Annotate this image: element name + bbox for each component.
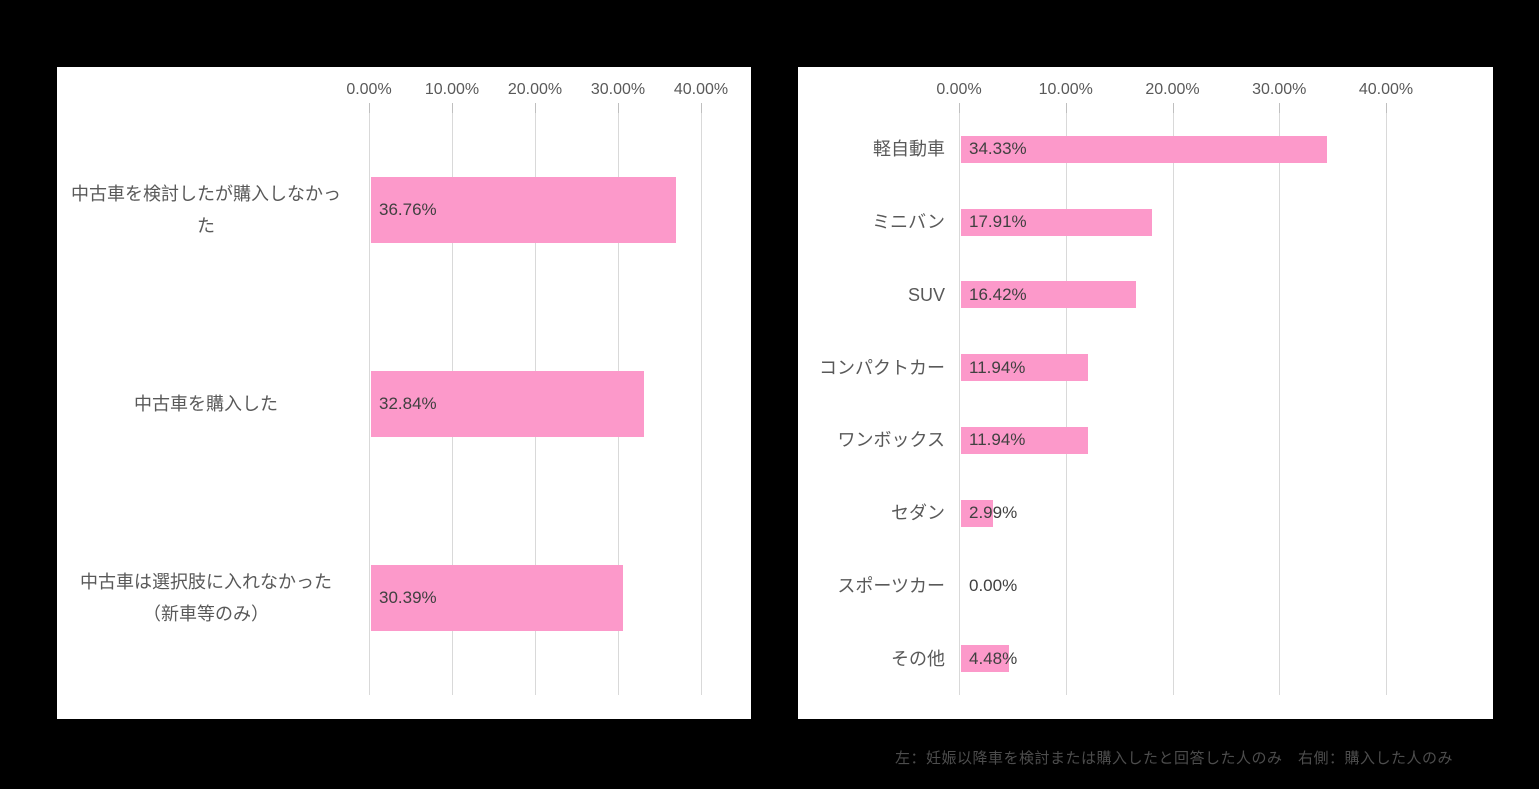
value-label: 11.94%	[969, 430, 1026, 450]
value-label: 36.76%	[379, 200, 437, 219]
value-label: 32.84%	[379, 394, 437, 413]
x-axis-tick-label: 40.00%	[1358, 81, 1414, 98]
right-chart-panel: 0.00% 10.00% 20.00% 30.00% 40.00% 軽自動車 34.33% ミ…	[798, 67, 1493, 719]
category-label: コンパクトカー	[819, 357, 945, 378]
bar	[961, 645, 1009, 672]
value-label: 0.00%	[969, 575, 1018, 595]
category-label: その他	[891, 648, 945, 669]
value-label: 2.99%	[969, 503, 1018, 523]
category-label: ワンボックス	[837, 430, 945, 451]
bar	[371, 565, 623, 631]
bar	[961, 209, 1152, 236]
gridline	[369, 113, 370, 695]
category-label: ミニバン	[872, 212, 945, 233]
gridline	[1172, 113, 1174, 695]
x-axis-tick-label: 0.00%	[936, 81, 982, 98]
category-label: 軽自動車	[873, 139, 945, 160]
value-label: 17.91%	[969, 212, 1027, 232]
category-label: 中古車を購入した	[134, 394, 278, 414]
x-axis-tick-label: 40.00%	[673, 81, 729, 98]
x-axis-tick-label: 10.00%	[1038, 81, 1093, 98]
axis-tick	[959, 103, 960, 113]
axis-tick	[1279, 103, 1281, 113]
bar	[961, 281, 1136, 308]
footnote: 左：妊娠以降車を検討または購入したと回答した人のみ 右側：購入した人のみ	[894, 750, 1453, 767]
bar	[371, 371, 644, 437]
x-axis-tick-label: 10.00%	[424, 81, 480, 98]
axis-tick	[1386, 103, 1387, 113]
bar	[371, 177, 676, 243]
gridline	[1279, 113, 1281, 695]
value-label: 34.33%	[969, 139, 1027, 159]
x-axis-tick-label: 20.00%	[507, 81, 563, 98]
x-axis-tick-label: 30.00%	[1252, 81, 1307, 98]
axis-tick	[701, 103, 702, 113]
axis-tick	[1172, 103, 1174, 113]
gridline	[701, 113, 702, 695]
value-label: 30.39%	[379, 588, 437, 607]
category-label: セダン	[891, 503, 945, 524]
gridline	[1386, 113, 1387, 695]
value-label: 11.94%	[969, 357, 1026, 377]
left-chart-panel: 0.00% 10.00% 20.00% 30.00% 40.00% 中古車を検討したが購入…	[57, 67, 751, 719]
x-axis-tick-label: 0.00%	[346, 81, 392, 98]
value-label: 16.42%	[969, 284, 1027, 304]
x-axis-tick-label: 30.00%	[590, 81, 646, 98]
axis-tick	[1065, 103, 1067, 113]
bar	[961, 136, 1327, 163]
category-label: 中古車を検討したが購入しなかっ た	[71, 184, 341, 236]
bar	[961, 427, 1088, 454]
axis-tick	[535, 103, 536, 113]
bar	[961, 500, 993, 527]
category-label: 中古車は選択肢に入れなかった （新車等のみ）	[80, 572, 332, 624]
gridline	[959, 113, 960, 695]
bar	[961, 354, 1088, 381]
category-label: スポーツカー	[837, 575, 945, 596]
x-axis-tick-label: 20.00%	[1145, 81, 1200, 98]
axis-tick	[369, 103, 370, 113]
gridline	[1065, 113, 1067, 695]
axis-tick	[618, 103, 619, 113]
value-label: 4.48%	[969, 648, 1018, 668]
category-label: SUV	[907, 284, 945, 305]
axis-tick	[452, 103, 453, 113]
